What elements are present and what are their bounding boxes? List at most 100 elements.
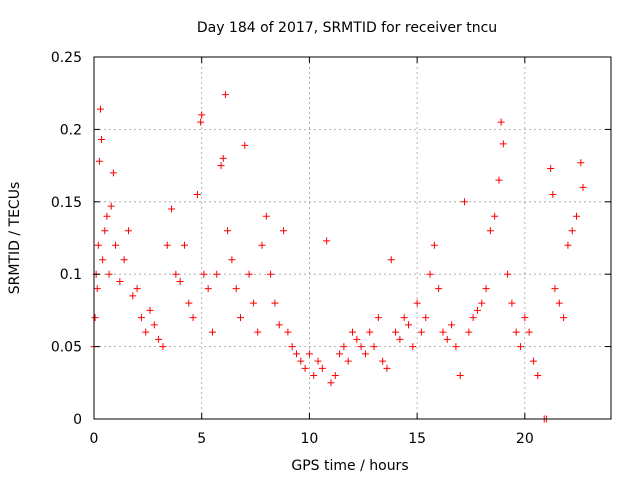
data-point <box>573 212 581 220</box>
data-point <box>129 292 137 300</box>
data-point <box>176 277 184 285</box>
data-point <box>200 270 208 278</box>
data-point <box>112 241 120 249</box>
data-point <box>486 227 494 235</box>
data-point <box>271 299 279 307</box>
data-point <box>137 314 145 322</box>
data-point <box>305 350 313 358</box>
data-point <box>245 270 253 278</box>
data-point <box>504 270 512 278</box>
data-point <box>499 140 507 148</box>
data-point <box>93 285 101 293</box>
data-point <box>98 136 106 144</box>
y-axis-label: SRMTID / TECUs <box>7 182 23 295</box>
data-point <box>370 343 378 351</box>
grid-layer <box>94 57 611 419</box>
data-point <box>405 321 413 329</box>
data-point <box>564 241 572 249</box>
data-point <box>435 285 443 293</box>
data-point <box>374 314 382 322</box>
data-point <box>512 328 520 336</box>
data-point <box>551 285 559 293</box>
data-point <box>314 357 322 365</box>
data-point <box>198 111 206 119</box>
data-point <box>555 299 563 307</box>
data-point <box>193 191 201 199</box>
data-point <box>133 285 141 293</box>
data-point <box>534 372 542 380</box>
data-point <box>208 328 216 336</box>
data-point <box>469 314 477 322</box>
data-point <box>267 270 275 278</box>
data-points <box>90 91 587 423</box>
data-point <box>146 306 154 314</box>
data-point <box>262 212 270 220</box>
data-point <box>91 314 99 322</box>
data-point <box>327 379 335 387</box>
data-point <box>292 350 300 358</box>
data-point <box>116 277 124 285</box>
data-point <box>94 241 102 249</box>
data-point <box>120 256 128 264</box>
data-point <box>478 299 486 307</box>
data-point <box>577 159 585 167</box>
data-point <box>297 357 305 365</box>
data-point <box>258 241 266 249</box>
data-point <box>217 162 225 170</box>
data-point <box>241 141 249 149</box>
data-point <box>99 256 107 264</box>
data-point <box>396 335 404 343</box>
y-tick-label: 0.1 <box>60 267 82 283</box>
data-point <box>549 191 557 199</box>
data-point <box>236 314 244 322</box>
data-point <box>124 227 132 235</box>
data-point <box>344 357 352 365</box>
data-point <box>473 306 481 314</box>
data-point <box>426 270 434 278</box>
data-point <box>101 227 109 235</box>
data-point <box>452 343 460 351</box>
data-point <box>497 118 505 126</box>
y-tick-label: 0.05 <box>51 340 82 356</box>
data-point <box>400 314 408 322</box>
data-point <box>163 241 171 249</box>
data-point <box>109 169 117 177</box>
data-point <box>301 364 309 372</box>
data-point <box>547 164 555 172</box>
chart-title: Day 184 of 2017, SRMTID for receiver tnc… <box>197 20 497 36</box>
data-point <box>508 299 516 307</box>
data-point <box>491 212 499 220</box>
data-point <box>361 350 369 358</box>
data-point <box>383 364 391 372</box>
data-point <box>417 328 425 336</box>
data-point <box>392 328 400 336</box>
data-point <box>180 241 188 249</box>
data-point <box>159 343 167 351</box>
data-point <box>228 256 236 264</box>
x-tick-label: 5 <box>197 431 206 447</box>
data-point <box>465 328 473 336</box>
data-point <box>340 343 348 351</box>
y-tick-label: 0.25 <box>51 50 82 66</box>
x-tick-label: 15 <box>408 431 426 447</box>
data-point <box>349 328 356 336</box>
data-point <box>560 314 568 322</box>
axis-ticks: 0 5 10 15 20 0 0.05 0.1 0.15 0.2 0.25 <box>51 50 611 447</box>
data-point <box>456 372 464 380</box>
data-point <box>331 372 339 380</box>
y-tick-label: 0.15 <box>51 195 82 211</box>
data-point <box>448 321 456 329</box>
data-point <box>155 335 163 343</box>
x-tick-label: 0 <box>90 431 99 447</box>
x-tick-label: 10 <box>301 431 319 447</box>
data-point <box>185 299 193 307</box>
data-point <box>95 157 103 165</box>
data-point <box>525 328 533 336</box>
data-point <box>310 372 318 380</box>
data-point <box>224 227 232 235</box>
data-point <box>189 314 197 322</box>
data-point <box>96 105 104 113</box>
data-point <box>413 299 421 307</box>
